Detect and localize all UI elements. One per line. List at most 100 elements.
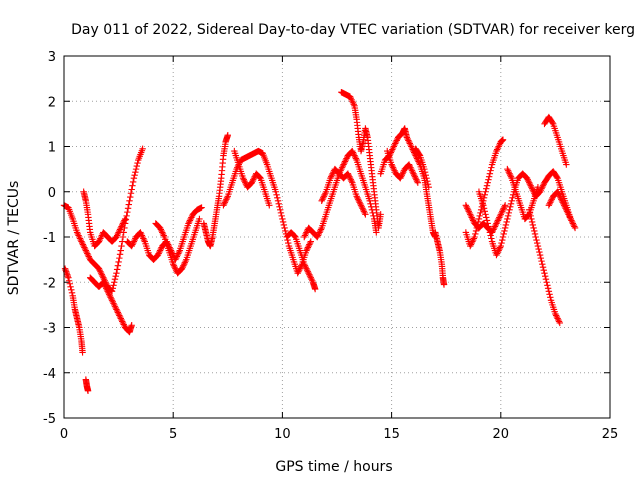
data-point — [493, 220, 500, 227]
data-point — [563, 161, 570, 168]
data-point — [416, 151, 423, 158]
data-point — [539, 260, 546, 268]
data-point — [65, 277, 73, 284]
data-point — [481, 191, 488, 198]
data-point — [304, 268, 312, 275]
data-point — [112, 304, 119, 312]
data-point — [119, 319, 127, 327]
data-point — [423, 174, 430, 182]
data-point — [485, 173, 493, 180]
data-point — [95, 265, 103, 272]
data-point — [561, 203, 569, 211]
data-point — [399, 170, 406, 177]
data-point — [103, 286, 111, 293]
data-point — [360, 206, 367, 214]
y-tick-label: -3 — [43, 322, 56, 337]
data-point — [128, 186, 135, 193]
data-point — [174, 251, 181, 259]
data-point — [568, 217, 575, 224]
data-point — [562, 205, 569, 212]
data-point — [308, 276, 315, 283]
data-point — [318, 197, 325, 204]
data-point — [321, 191, 328, 198]
data-point — [130, 238, 138, 245]
data-point — [248, 179, 256, 186]
data-point — [414, 179, 422, 186]
data-point — [220, 202, 227, 209]
data-point — [68, 286, 75, 293]
data-point — [140, 236, 148, 244]
grid-lines — [64, 56, 610, 418]
data-point — [83, 248, 90, 256]
data-point — [509, 194, 516, 201]
data-point — [499, 208, 506, 215]
data-point — [113, 307, 121, 315]
data-point — [97, 235, 104, 242]
data-point — [349, 98, 356, 105]
data-point — [342, 156, 349, 164]
data-point — [536, 248, 543, 256]
data-point — [99, 273, 106, 280]
data-point — [410, 170, 417, 177]
data-point — [475, 215, 483, 223]
data-point — [475, 218, 482, 226]
data-point — [530, 224, 537, 232]
data-point — [398, 171, 405, 179]
data-point — [560, 200, 567, 208]
data-point — [552, 312, 560, 319]
data-point — [408, 143, 415, 150]
data-point — [250, 176, 257, 183]
data-point — [223, 196, 230, 203]
data-point — [472, 230, 479, 238]
data-point — [103, 285, 110, 292]
data-point — [567, 215, 574, 223]
data-point — [316, 229, 323, 236]
data-point — [547, 197, 555, 204]
data-point — [101, 282, 108, 289]
data-point — [497, 211, 504, 218]
data-point — [560, 202, 568, 209]
data-point — [127, 193, 134, 201]
data-point — [346, 173, 353, 180]
data-point — [529, 187, 537, 194]
data-point — [404, 135, 411, 143]
data-point — [116, 251, 124, 258]
data-point — [109, 285, 116, 292]
data-point — [157, 245, 165, 253]
data-point — [422, 171, 430, 179]
data-point — [340, 161, 347, 168]
data-point — [119, 233, 127, 241]
data-point — [537, 187, 545, 194]
data-point — [320, 193, 328, 200]
data-point — [358, 203, 365, 211]
data-point — [186, 217, 194, 224]
data-point — [528, 215, 535, 223]
data-point — [539, 263, 547, 271]
y-tick-label: 1 — [48, 141, 56, 156]
data-point — [352, 153, 359, 161]
data-point — [405, 137, 412, 144]
data-point — [317, 226, 325, 233]
data-point — [303, 229, 310, 236]
data-point — [132, 168, 139, 176]
data-point — [373, 229, 380, 236]
data-point — [391, 167, 398, 174]
data-point — [351, 152, 358, 159]
data-point — [540, 266, 547, 274]
data-point — [345, 171, 352, 179]
data-point — [491, 223, 499, 230]
data-point — [110, 300, 117, 307]
data-point — [347, 95, 355, 102]
data-point — [525, 206, 533, 214]
data-point — [175, 250, 182, 257]
data-point — [301, 260, 308, 268]
data-point — [123, 212, 130, 220]
data-point — [413, 177, 421, 185]
data-point — [140, 235, 147, 242]
data-point — [527, 182, 534, 189]
data-point — [78, 238, 85, 245]
data-point — [555, 316, 562, 324]
data-point — [528, 184, 535, 191]
data-point — [467, 242, 474, 250]
data-point — [499, 233, 507, 241]
